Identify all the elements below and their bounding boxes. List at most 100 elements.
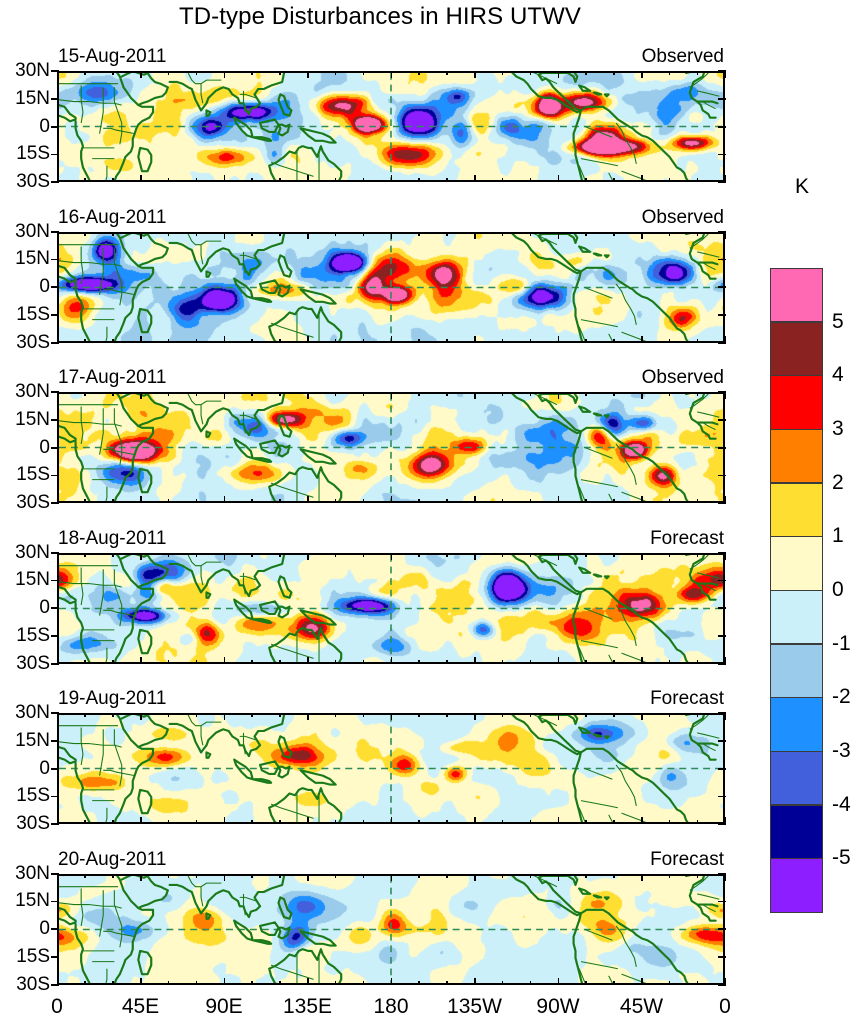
x-tick-top [641, 71, 643, 78]
x-tick-bottom [501, 178, 504, 182]
y-axis-label: 30N [15, 862, 50, 884]
x-tick-top [334, 873, 337, 878]
x-tick-bottom [334, 820, 337, 824]
x-tick-top [390, 873, 392, 881]
y-axis-label: 0 [39, 918, 50, 939]
x-tick-top [112, 873, 114, 878]
coastlines [59, 875, 719, 983]
x-tick-top [557, 552, 559, 560]
x-tick-top [251, 392, 253, 396]
y-axis-label: 0 [39, 597, 50, 618]
x-tick-top [390, 231, 392, 239]
colorbar-band [770, 643, 823, 698]
x-tick-top [307, 231, 309, 239]
x-tick-top [223, 71, 225, 78]
y-tick-right [718, 230, 726, 233]
x-tick-bottom [529, 820, 532, 824]
x-tick-top [474, 552, 476, 560]
y-tick-left [51, 314, 59, 316]
map-panel: 16-Aug-2011 Observed 30N 15N 0 15S 30S [15, 207, 726, 353]
plot-area [57, 873, 725, 985]
y-tick-left [51, 419, 59, 421]
x-tick-bottom [140, 335, 142, 343]
y-axis-label: 30N [15, 381, 50, 402]
x-tick-top [613, 231, 615, 236]
x-tick-top [557, 713, 559, 720]
x-tick-top [167, 392, 170, 396]
x-tick-bottom [724, 175, 726, 182]
x-tick-bottom [585, 338, 587, 343]
x-tick-top [585, 552, 587, 557]
x-tick-bottom [167, 178, 170, 182]
x-tick-bottom [362, 980, 365, 985]
x-tick-bottom [613, 659, 615, 664]
y-axis-label: 15S [16, 303, 50, 325]
map-panel: 18-Aug-2011 Forecast 30N 15N 0 15S 30S [15, 528, 726, 674]
x-tick-bottom [56, 817, 58, 824]
colorbar-band [770, 375, 823, 430]
x-tick-top [668, 713, 671, 717]
border-lines [59, 394, 720, 501]
x-tick-bottom [56, 175, 58, 182]
x-tick-bottom [390, 817, 392, 824]
y-tick-left [51, 230, 59, 233]
y-tick-left [51, 662, 59, 665]
colorbar: 5 4 3 2 1 0 -1 -2 -3 -4 -5 [770, 268, 851, 913]
y-tick-left [51, 551, 59, 554]
x-tick-top [279, 873, 281, 878]
colorbar-tick-label: 5 [832, 309, 844, 333]
x-tick-top [334, 713, 337, 717]
y-tick-left [51, 928, 59, 931]
x-tick-bottom [724, 335, 726, 343]
colorbar-band [770, 858, 823, 913]
x-tick-top [167, 873, 170, 878]
x-tick-bottom [140, 656, 142, 664]
x-tick-bottom [279, 659, 281, 664]
x-tick-bottom [501, 499, 504, 503]
map-panel: 20-Aug-2011 Forecast 30N 15N 0 15S 30S 0 45E 90E 1… [15, 849, 731, 1018]
x-tick-top [529, 713, 532, 717]
y-axis-label: 15N [15, 408, 50, 430]
x-tick-top [362, 231, 365, 236]
x-tick-bottom [613, 980, 615, 985]
x-tick-bottom [307, 335, 309, 343]
map-panel: 19-Aug-2011 Forecast 30N 15N 0 15S 30S [15, 688, 726, 834]
y-axis-label: 15N [15, 248, 50, 270]
x-tick-top [251, 713, 253, 717]
x-tick-top [613, 392, 615, 396]
x-tick-top [474, 713, 476, 720]
x-tick-top [307, 713, 309, 720]
x-tick-bottom [585, 820, 587, 824]
colorbar-tick-label: -3 [832, 739, 851, 762]
x-tick-top [668, 231, 671, 236]
panel-date-label: 20-Aug-2011 [58, 848, 167, 870]
x-tick-top [474, 231, 476, 239]
x-tick-bottom [307, 496, 309, 503]
x-tick-bottom [613, 178, 615, 182]
x-tick-bottom [696, 659, 699, 664]
x-tick-bottom [641, 335, 643, 343]
x-tick-bottom [474, 656, 476, 664]
x-tick-bottom [140, 977, 142, 985]
x-tick-bottom [223, 656, 225, 664]
y-axis-label: 15S [16, 945, 50, 967]
colorbar-tick-label: -1 [832, 631, 851, 655]
x-tick-top [112, 71, 114, 75]
x-tick-bottom [724, 817, 726, 824]
x-tick-top [446, 231, 448, 236]
x-tick-bottom [696, 499, 699, 503]
x-tick-top [195, 392, 198, 396]
x-tick-top [641, 552, 643, 560]
y-axis-label: 15N [15, 87, 50, 109]
x-tick-top [696, 231, 699, 236]
x-tick-top [334, 392, 337, 396]
y-tick-right [718, 928, 726, 931]
x-tick-bottom [501, 338, 504, 343]
x-tick-top [112, 231, 114, 236]
x-tick-bottom [446, 820, 448, 824]
x-tick-top [195, 71, 198, 75]
x-tick-top [501, 873, 504, 878]
x-tick-top [334, 552, 337, 557]
x-tick-bottom [501, 820, 504, 824]
x-tick-top [84, 71, 86, 75]
